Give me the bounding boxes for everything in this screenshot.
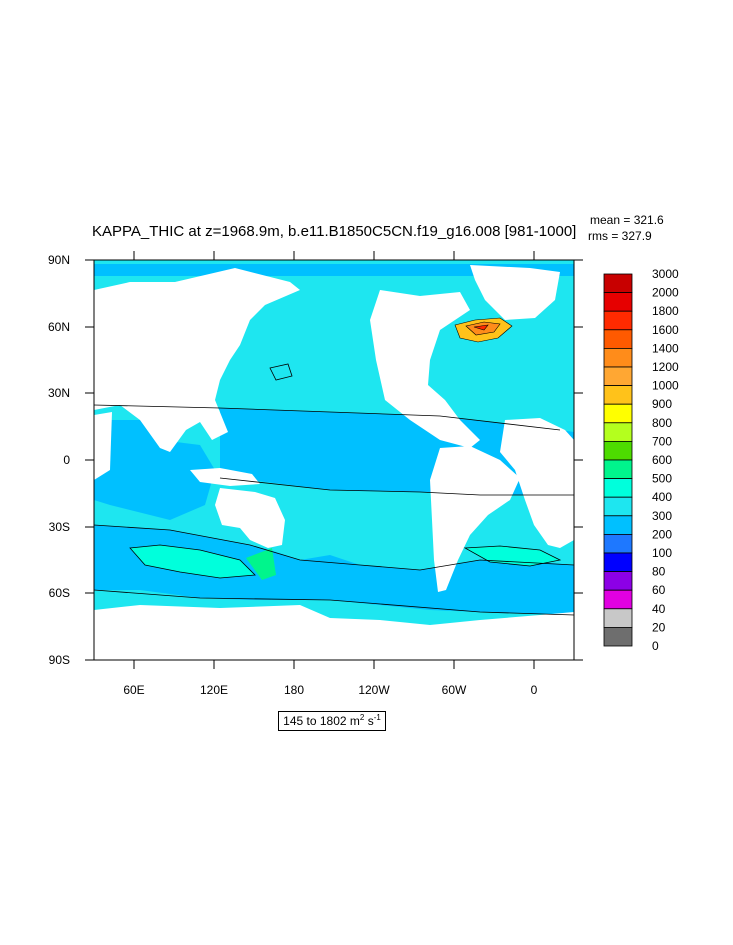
y-tick-label: 90S — [49, 653, 70, 667]
colorbar-label: 1200 — [652, 360, 679, 374]
colorbar-label: 1800 — [652, 304, 679, 318]
range-note-text: 145 to 1802 m — [283, 714, 360, 728]
colorbar-swatch — [603, 459, 633, 480]
colorbar-label: 900 — [652, 397, 672, 411]
y-tick-label: 60S — [49, 586, 70, 600]
mean-stat: mean = 321.6 — [590, 213, 664, 227]
range-note: 145 to 1802 m2 s-1 — [278, 711, 386, 731]
colorbar-label: 400 — [652, 490, 672, 504]
x-tick-labels: 60E 120E 180 120W 60W 0 — [123, 683, 537, 697]
colorbar-label: 500 — [652, 472, 672, 486]
colorbar-swatch — [603, 366, 633, 387]
y-tick-label: 90N — [48, 253, 70, 267]
colorbar-label: 1400 — [652, 341, 679, 355]
colorbar-label: 100 — [652, 546, 672, 560]
colorbar-label: 2000 — [652, 286, 679, 300]
colorbar-label: 600 — [652, 453, 672, 467]
colorbar-swatch — [603, 385, 633, 405]
colorbar: 3000200018001600140012001000900800700600… — [603, 267, 679, 653]
x-tick-label: 120W — [358, 683, 390, 697]
range-note-exponent: -1 — [373, 713, 381, 722]
colorbar-swatch — [603, 496, 633, 517]
colorbar-swatch — [603, 478, 633, 498]
x-tick-label: 120E — [200, 683, 228, 697]
colorbar-swatch — [603, 440, 633, 461]
y-tick-label: 60N — [48, 320, 70, 334]
colorbar-swatch — [603, 329, 633, 349]
colorbar-label: 300 — [652, 509, 672, 523]
colorbar-swatch — [603, 571, 633, 591]
colorbar-swatch — [603, 515, 633, 535]
colorbar-swatch — [603, 292, 633, 312]
colorbar-swatch — [603, 627, 633, 647]
map-area — [94, 260, 574, 660]
colorbar-swatch — [603, 589, 633, 610]
range-note-exponent: 2 — [359, 713, 365, 722]
colorbar-label: 200 — [652, 527, 672, 541]
range-note-unit: s — [364, 714, 374, 728]
colorbar-label: 800 — [652, 416, 672, 430]
axis-ticks — [85, 251, 583, 669]
colorbar-swatch — [603, 403, 633, 424]
colorbar-swatch — [603, 608, 633, 628]
colorbar-label: 3000 — [652, 267, 679, 281]
x-tick-label: 60W — [442, 683, 467, 697]
chart-title: KAPPA_THIC at z=1968.9m, b.e11.B1850C5CN… — [92, 223, 576, 240]
colorbar-swatch — [603, 347, 633, 368]
rms-stat: rms = 327.9 — [588, 229, 652, 243]
x-tick-label: 60E — [123, 683, 144, 697]
x-tick-label: 0 — [531, 683, 538, 697]
x-tick-label: 180 — [284, 683, 304, 697]
colorbar-label: 40 — [652, 602, 666, 616]
y-tick-label: 30N — [48, 386, 70, 400]
colorbar-swatch — [603, 273, 633, 294]
colorbar-label: 1600 — [652, 323, 679, 337]
colorbar-swatch — [603, 534, 633, 554]
colorbar-swatch — [603, 552, 633, 573]
colorbar-swatch — [603, 422, 633, 442]
y-tick-label: 30S — [49, 520, 70, 534]
colorbar-label: 80 — [652, 565, 666, 579]
y-tick-label: 0 — [63, 453, 70, 467]
colorbar-label: 1000 — [652, 379, 679, 393]
north-atlantic-patch — [454, 317, 513, 343]
y-tick-labels: 90N 60N 30N 0 30S 60S 90S — [48, 253, 70, 667]
colorbar-label: 700 — [652, 434, 672, 448]
contour-lines — [94, 363, 574, 616]
colorbar-swatch — [603, 310, 633, 331]
colorbar-label: 60 — [652, 583, 666, 597]
colorbar-label: 0 — [652, 639, 659, 653]
colorbar-label: 20 — [652, 620, 666, 634]
